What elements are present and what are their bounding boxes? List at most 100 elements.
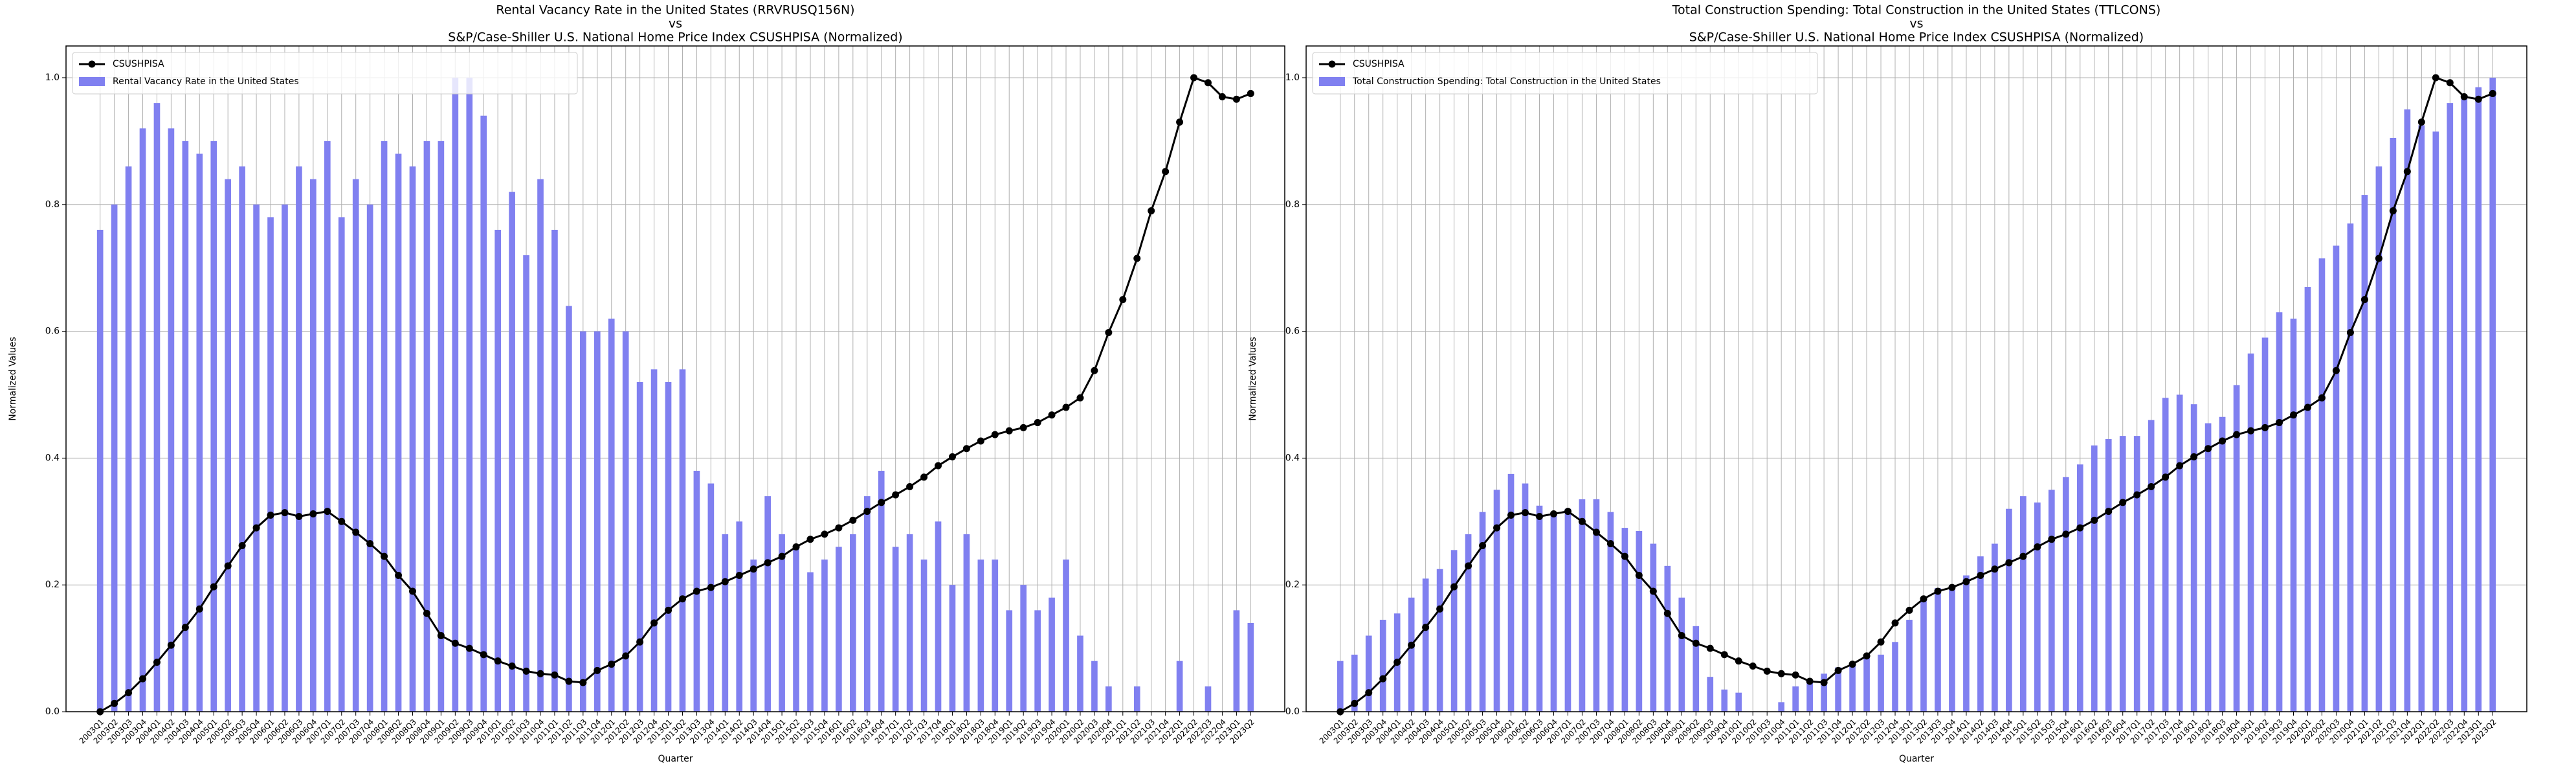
point [636, 638, 644, 646]
point [1005, 427, 1013, 435]
bar [764, 496, 771, 712]
bar [1105, 686, 1112, 712]
legend-box [1312, 52, 1818, 95]
bar [1935, 588, 1941, 712]
point [579, 679, 587, 686]
point [2133, 491, 2141, 499]
chart-title: S&P/Case-Shiller U.S. National Home Pric… [448, 30, 902, 45]
bar [906, 534, 913, 712]
point [1592, 528, 1600, 536]
legend-marker [1328, 60, 1336, 68]
bar [537, 179, 544, 712]
bar [239, 166, 245, 712]
bar [608, 318, 615, 712]
point [1019, 424, 1027, 431]
point [1678, 632, 1685, 640]
bar [1493, 490, 1500, 712]
bar [1636, 530, 1643, 712]
point [1977, 572, 1984, 580]
y-tick-label: 0.6 [1285, 326, 1300, 337]
point [2105, 508, 2113, 515]
bar [821, 560, 828, 712]
bar [2062, 477, 2069, 712]
x-axis-label: Quarter [1899, 754, 1934, 764]
point [1062, 403, 1070, 411]
bar [494, 229, 501, 712]
point [1162, 168, 1170, 176]
axes-frame [1305, 45, 2527, 712]
point [678, 595, 686, 603]
bar [2461, 96, 2468, 712]
bar [1621, 528, 1628, 712]
bar [1034, 610, 1041, 712]
bar [2347, 223, 2354, 712]
point [408, 587, 416, 595]
bar [1479, 512, 1486, 712]
bar [850, 534, 856, 712]
bar [2133, 436, 2140, 712]
point [1379, 675, 1387, 683]
line [1340, 76, 2493, 713]
bar [2076, 464, 2083, 712]
point [1351, 699, 1359, 707]
bar [1849, 664, 1856, 712]
point [324, 508, 331, 515]
point [2019, 552, 2027, 560]
bar [2432, 131, 2439, 712]
bar [1020, 585, 1027, 712]
bar [409, 166, 416, 712]
point [238, 541, 246, 549]
bar [2034, 502, 2041, 712]
plot-area [1306, 46, 2527, 712]
point [2332, 367, 2340, 374]
point [1720, 651, 1728, 659]
bar [1735, 692, 1742, 712]
bar [1006, 610, 1013, 712]
point [2446, 79, 2454, 87]
bar [1707, 677, 1714, 712]
bar [125, 166, 132, 712]
bar [722, 534, 729, 712]
point [2389, 207, 2397, 215]
bar [1806, 680, 1813, 712]
point [1834, 666, 1842, 674]
bar [1379, 620, 1386, 712]
x-axis-label: Quarter [658, 754, 693, 764]
bar [210, 141, 217, 712]
point [1635, 572, 1643, 580]
point [1422, 624, 1430, 631]
point [721, 578, 729, 585]
bar [1607, 512, 1614, 712]
chart-title: Rental Vacancy Rate in the United States… [496, 3, 854, 17]
bar [1821, 674, 1827, 712]
y-axis-label: Normalized Values [8, 337, 18, 421]
bar [310, 179, 316, 712]
point [1962, 578, 1970, 585]
bar [352, 179, 359, 712]
bar [963, 534, 970, 712]
bar [594, 331, 601, 712]
bar [1091, 661, 1098, 712]
bar [1920, 597, 1927, 712]
point [2062, 530, 2070, 538]
point [381, 552, 388, 560]
point [920, 473, 928, 481]
chart-title: S&P/Case-Shiller U.S. National Home Pric… [1689, 30, 2144, 45]
legend-swatch [1319, 77, 1345, 86]
bar [2091, 445, 2098, 712]
legend-swatch [79, 77, 105, 86]
point [125, 689, 133, 697]
bar [1365, 635, 1372, 712]
bar [807, 572, 814, 712]
point [991, 431, 999, 438]
point [1232, 95, 1240, 103]
bar [1049, 597, 1055, 712]
bar [1247, 622, 1254, 712]
bar [1579, 499, 1586, 712]
bar [1507, 473, 1515, 712]
point [878, 499, 885, 506]
bar [1233, 610, 1240, 712]
point [2034, 543, 2041, 550]
point [1105, 329, 1113, 337]
bar [1949, 585, 1955, 712]
